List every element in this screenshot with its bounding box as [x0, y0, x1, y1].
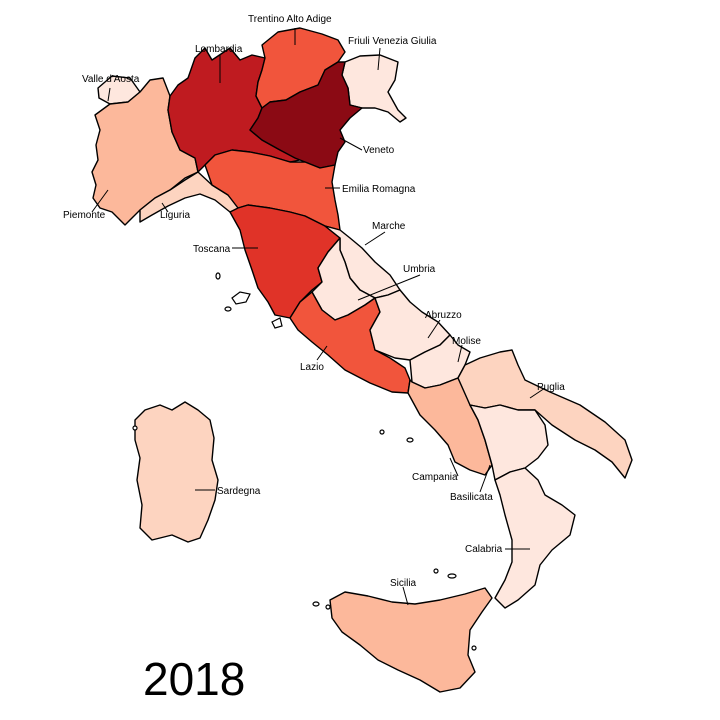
label-campania: Campania — [412, 472, 458, 483]
label-umbria: Umbria — [403, 264, 436, 275]
region-labels: Valle d'Aosta Piemonte Liguria Lombardia… — [63, 14, 565, 589]
leader-lines — [91, 28, 546, 606]
label-emilia-romagna: Emilia Romagna — [342, 184, 416, 195]
region-calabria — [494, 467, 576, 609]
label-lombardia: Lombardia — [195, 44, 243, 55]
region-sicilia — [329, 587, 493, 693]
year-label: 2018 — [143, 653, 246, 705]
region-toscana — [229, 204, 341, 319]
region-basilicata — [469, 404, 549, 481]
label-toscana: Toscana — [193, 244, 231, 255]
label-sardegna: Sardegna — [217, 486, 261, 497]
region-sardegna — [134, 401, 219, 543]
label-molise: Molise — [452, 336, 481, 347]
label-friuli-venezia-giulia: Friuli Venezia Giulia — [348, 36, 437, 47]
label-sicilia: Sicilia — [390, 578, 417, 589]
label-veneto: Veneto — [363, 145, 395, 156]
label-marche: Marche — [372, 221, 406, 232]
label-trentino-alto-adige: Trentino Alto Adige — [248, 14, 332, 25]
label-abruzzo: Abruzzo — [425, 310, 462, 321]
label-lazio: Lazio — [300, 362, 324, 373]
region-veneto — [249, 61, 363, 169]
label-puglia: Puglia — [537, 382, 565, 393]
label-calabria: Calabria — [465, 544, 503, 555]
label-basilicata: Basilicata — [450, 492, 493, 503]
label-valle-daosta: Valle d'Aosta — [82, 74, 140, 85]
label-piemonte: Piemonte — [63, 210, 106, 221]
region-lazio — [289, 291, 411, 394]
minor-islands — [132, 272, 477, 651]
label-liguria: Liguria — [160, 210, 190, 221]
